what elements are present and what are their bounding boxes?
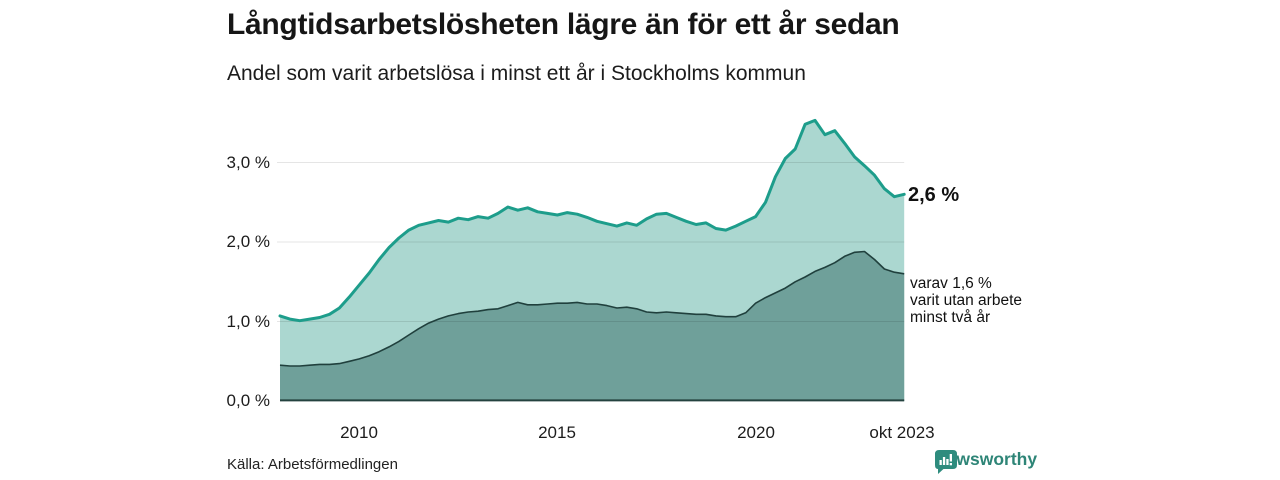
subseries-annotation: varav 1,6 % varit utan arbete minst två … — [910, 275, 1022, 326]
line-minst-ett-ar — [278, 118, 906, 323]
x-tick-2020: 2020 — [737, 423, 775, 442]
subseries-annotation-line: varav 1,6 % — [910, 275, 992, 292]
y-tick-1: 1,0 % — [226, 312, 270, 331]
latest-value-label: 2,6 % — [908, 184, 960, 206]
source-label: Källa: Arbetsförmedlingen — [227, 456, 398, 473]
newsworthy-logo: Newsworthy — [934, 449, 1038, 474]
x-tick-okt-2023: okt 2023 — [869, 423, 935, 442]
gridlines — [277, 162, 905, 322]
chart-subtitle: Andel som varit arbetslösa i minst ett å… — [227, 62, 806, 85]
newsworthy-wordmark: Newsworthy — [934, 449, 1038, 469]
line-minst-tva-ar — [279, 250, 905, 367]
y-tick-0: 0,0 % — [226, 391, 270, 410]
newsworthy-icon — [935, 450, 957, 474]
y-tick-3: 3,0 % — [226, 153, 270, 172]
subseries-annotation-line: minst två år — [910, 309, 991, 326]
y-tick-2: 2,0 % — [226, 232, 270, 251]
x-tick-2010: 2010 — [340, 423, 378, 442]
area-minst-tva-ar — [280, 251, 905, 401]
x-tick-2015: 2015 — [538, 423, 576, 442]
subseries-annotation-line: varit utan arbete — [910, 292, 1023, 309]
chart-title: Långtidsarbetslösheten lägre än för ett … — [227, 8, 900, 41]
